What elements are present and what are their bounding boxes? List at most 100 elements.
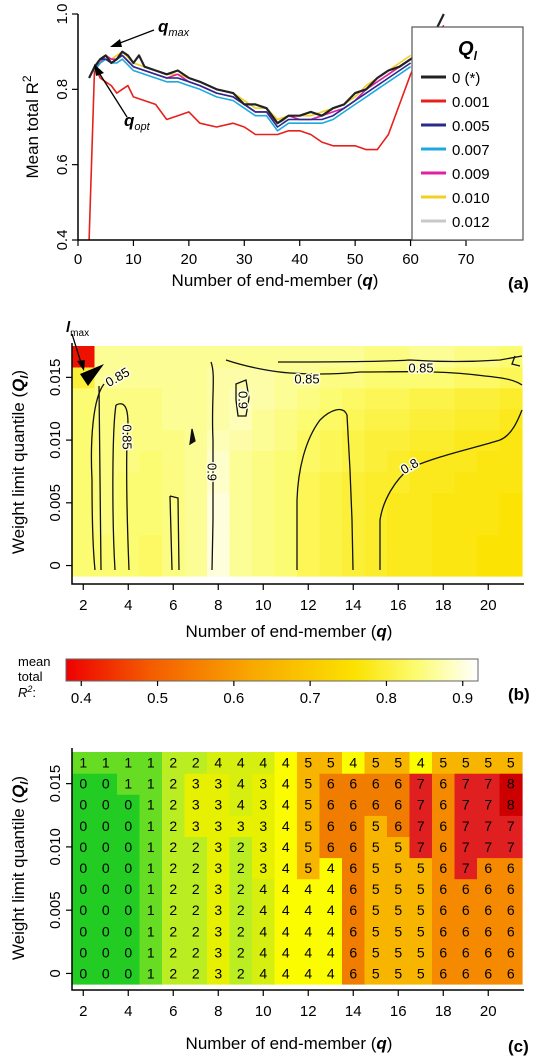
cell-value: 4 xyxy=(259,966,267,982)
heat-cell xyxy=(162,450,186,472)
heat-cell xyxy=(94,408,118,431)
count-cell xyxy=(184,920,208,943)
cell-value: 0 xyxy=(79,797,87,813)
heat-cell xyxy=(162,387,186,410)
heat-cell xyxy=(139,450,163,472)
count-cell xyxy=(387,878,411,901)
contour-small-blob xyxy=(189,428,196,446)
cell-value: 6 xyxy=(349,818,357,834)
panel-c-label: (c) xyxy=(508,1037,529,1056)
cell-value: 5 xyxy=(507,755,515,771)
y-tick-label: 0.005 xyxy=(47,484,64,522)
heat-cell xyxy=(252,492,276,514)
cell-value: 4 xyxy=(327,860,335,876)
panel-b-y-axis-label: Weight limit quantile (Ql) xyxy=(9,370,31,554)
count-cell xyxy=(454,920,478,943)
heat-cell xyxy=(297,387,321,410)
heat-cell xyxy=(499,513,523,535)
heat-cell xyxy=(184,471,208,493)
legend-label-6: 0.012 xyxy=(452,214,490,231)
count-cell xyxy=(72,941,96,964)
cell-value: 1 xyxy=(147,818,155,834)
heat-cell xyxy=(274,492,298,514)
count-cell xyxy=(252,962,276,985)
cell-value: 0 xyxy=(79,966,87,982)
cell-value: 4 xyxy=(282,966,290,982)
count-cell xyxy=(184,752,208,774)
panel-a-y-axis-label: Mean total R2 xyxy=(20,75,42,178)
count-cell xyxy=(139,878,163,901)
cell-value: 1 xyxy=(147,755,155,771)
count-cell xyxy=(139,836,163,859)
colorbar-tick-label: 0.4 xyxy=(71,690,92,707)
heat-cell xyxy=(94,471,118,493)
cell-value: 5 xyxy=(304,776,312,792)
count-cell xyxy=(229,878,253,901)
colorbar-label-colon: : xyxy=(32,685,36,700)
cell-value: 7 xyxy=(462,776,470,792)
heat-cell xyxy=(207,346,231,368)
count-cell xyxy=(274,836,298,859)
legend-label-3: 0.007 xyxy=(452,142,490,159)
count-cell xyxy=(342,941,366,964)
cell-value: 1 xyxy=(79,755,87,771)
contour-label-2: 0.85 xyxy=(294,371,319,386)
cell-value: 6 xyxy=(462,902,470,918)
cell-value: 6 xyxy=(507,923,515,939)
heat-cell xyxy=(162,492,186,514)
count-cell xyxy=(207,752,231,774)
heat-cell xyxy=(162,346,186,368)
cell-value: 4 xyxy=(327,902,335,918)
count-cell xyxy=(72,899,96,922)
heat-cell xyxy=(477,492,501,514)
count-cell xyxy=(364,794,388,816)
heat-cell xyxy=(94,346,118,368)
heat-cell xyxy=(409,408,433,431)
cell-value: 2 xyxy=(237,881,245,897)
heat-cell xyxy=(387,492,411,514)
cell-value: 0 xyxy=(124,902,132,918)
cell-value: 6 xyxy=(439,776,447,792)
cell-value: 4 xyxy=(282,860,290,876)
count-cell xyxy=(184,794,208,816)
heat-cell xyxy=(117,346,141,368)
count-cell xyxy=(139,899,163,922)
count-cell xyxy=(117,836,141,859)
panel-c-y-axis-label: Weight limit quantile (Ql) xyxy=(9,776,31,960)
cell-value: 6 xyxy=(462,944,470,960)
count-cell xyxy=(499,752,523,774)
heat-cell xyxy=(229,534,253,556)
panel-c-cell-values: 0 0 0 1 2 2 3 2 4 4 4 4 6 5 5 5 6 6 6 60 0 0 1 2 2 3 2 4 4 4 4 6 5 5 5 6 6 6 6… xyxy=(79,755,515,982)
count-cell xyxy=(274,962,298,985)
legend-label-0: 0 (*) xyxy=(452,70,480,87)
panel-a-legend: Ql 0 (*) 0.001 0.005 0.007 0.009 0.010 0.012 xyxy=(411,26,524,241)
heat-cell xyxy=(454,555,478,577)
colorbar: mean total R2: 0.4 0.5 0.6 0.7 0.8 0.9 xyxy=(18,654,479,707)
panel-b-y-axis-label-sub: l xyxy=(19,375,31,379)
heat-cell xyxy=(319,346,343,368)
count-cell xyxy=(297,857,321,880)
cell-value: 1 xyxy=(147,902,155,918)
cell-value: 5 xyxy=(394,881,402,897)
count-cell xyxy=(94,752,118,774)
panel-c-x-axis-label: Number of end-member (q) xyxy=(186,1034,393,1053)
contour-left-inner xyxy=(115,403,130,571)
heat-cell xyxy=(387,534,411,556)
count-cell xyxy=(297,836,321,859)
cell-value: 0 xyxy=(102,797,110,813)
count-cell xyxy=(499,941,523,964)
cell-value: 2 xyxy=(192,755,200,771)
cell-value: 8 xyxy=(507,797,515,813)
heat-cell xyxy=(387,366,411,389)
cell-value: 0 xyxy=(102,776,110,792)
count-cell xyxy=(454,857,478,880)
cell-value: 4 xyxy=(327,923,335,939)
heat-cell xyxy=(297,555,321,577)
count-cell xyxy=(117,773,141,795)
cell-value: 3 xyxy=(214,797,222,813)
cell-value: 6 xyxy=(507,944,515,960)
count-cell xyxy=(297,878,321,901)
cell-value: 6 xyxy=(439,881,447,897)
count-cell xyxy=(409,752,433,774)
